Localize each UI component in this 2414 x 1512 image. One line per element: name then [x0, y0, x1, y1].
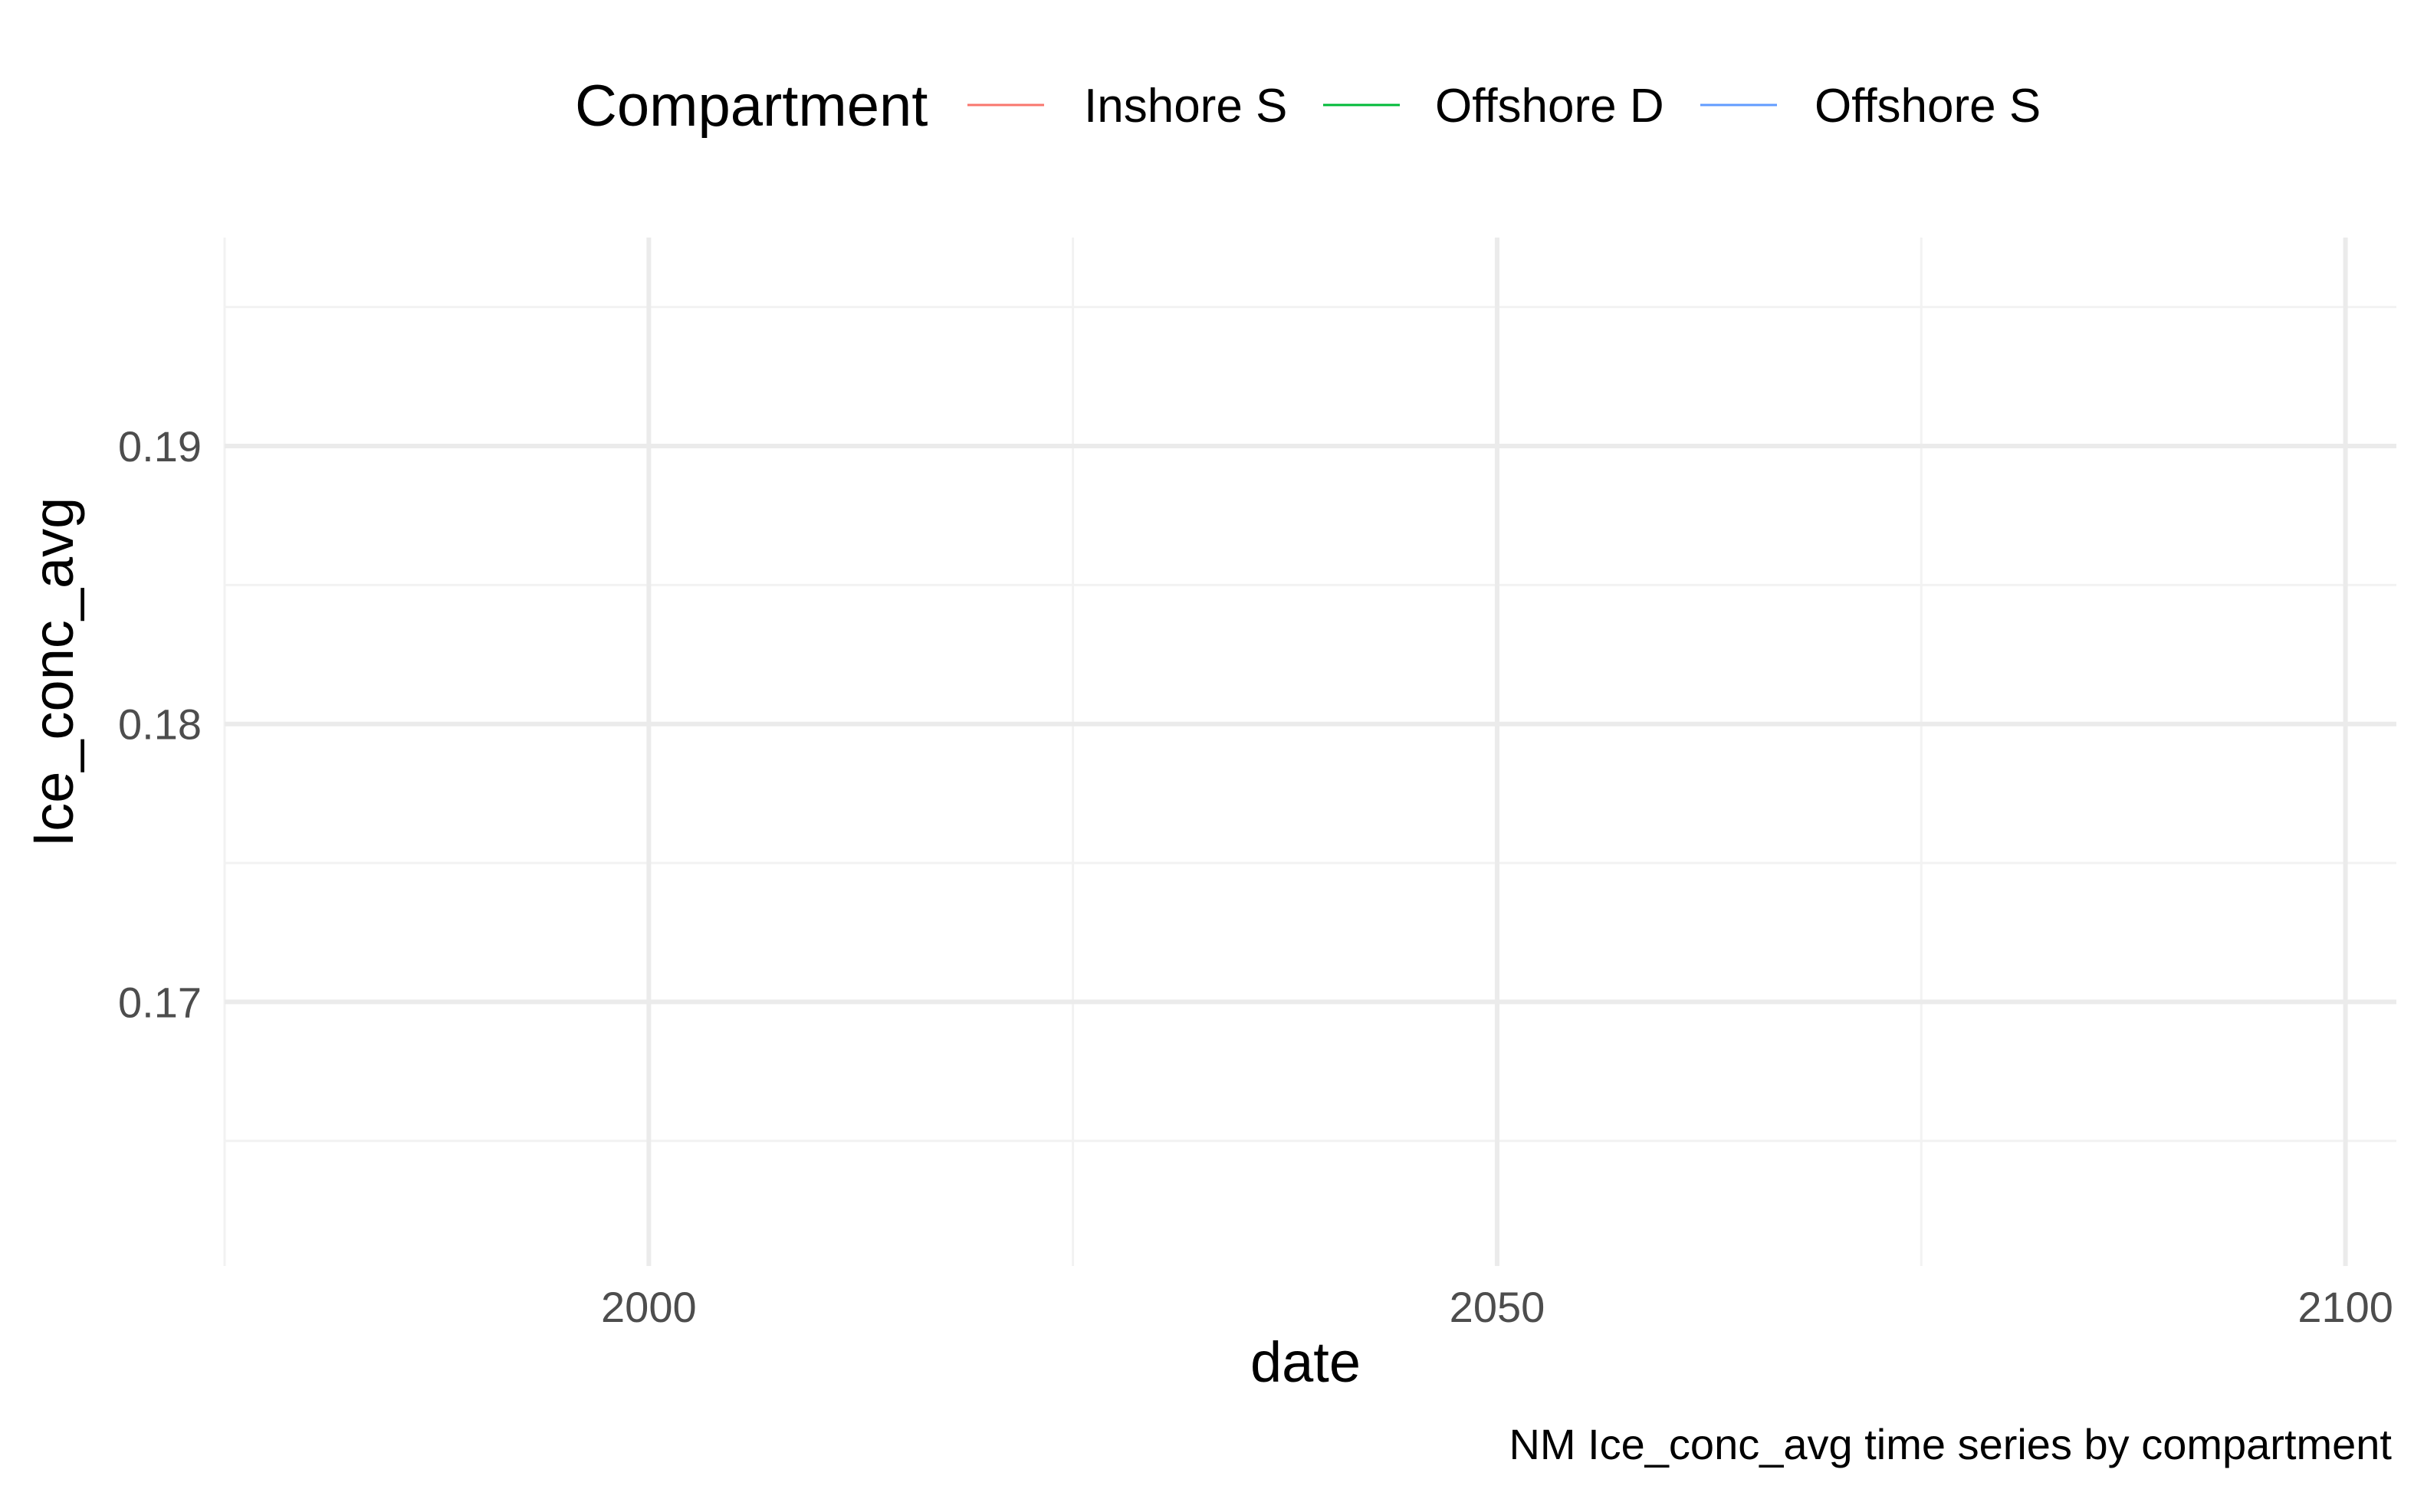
- minor-gridlines-x: [223, 238, 1923, 1266]
- legend: Compartment Inshore S Offshore D Offshor…: [575, 74, 2041, 139]
- legend-label-offshore-d: Offshore D: [1435, 80, 1664, 133]
- y-axis-tick-labels: 0.17 0.18 0.19: [118, 422, 202, 1026]
- y-tick-label: 0.17: [118, 978, 202, 1026]
- legend-label-inshore-s: Inshore S: [1084, 80, 1287, 133]
- y-tick-label: 0.18: [118, 700, 202, 749]
- x-axis-title: date: [1250, 1330, 1361, 1394]
- major-gridlines-x: [646, 238, 2348, 1266]
- legend-item-inshore-s: Inshore S: [967, 80, 1287, 133]
- legend-item-offshore-d: Offshore D: [1323, 80, 1664, 133]
- major-gridlines-y: [225, 444, 2396, 1005]
- legend-title: Compartment: [575, 74, 928, 139]
- legend-label-offshore-s: Offshore S: [1815, 80, 2041, 133]
- x-axis-tick-labels: 2000 2050 2100: [601, 1283, 2393, 1331]
- y-axis-title: Ice_conc_avg: [21, 497, 85, 848]
- x-tick-label: 2050: [1450, 1283, 1545, 1331]
- x-tick-label: 2000: [601, 1283, 697, 1331]
- x-tick-label: 2100: [2297, 1283, 2393, 1331]
- y-tick-label: 0.19: [118, 422, 202, 471]
- legend-item-offshore-s: Offshore S: [1700, 80, 2041, 133]
- chart-caption: NM Ice_conc_avg time series by compartme…: [1509, 1420, 2392, 1468]
- minor-gridlines-y: [225, 306, 2396, 1143]
